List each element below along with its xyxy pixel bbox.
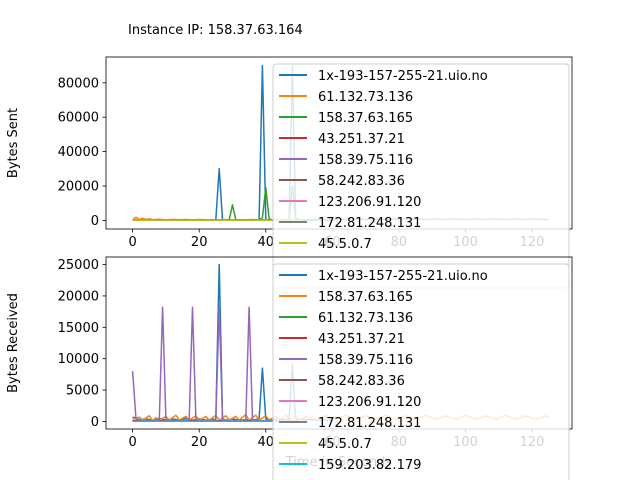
legend-label: 172.81.248.131	[318, 416, 421, 431]
y-axis-label: Bytes Sent	[6, 108, 21, 178]
x-tick-label: 20	[191, 435, 208, 450]
x-tick-label: 20	[191, 235, 208, 250]
y-tick-label: 0	[91, 214, 99, 229]
y-tick-label: 0	[91, 415, 99, 430]
legend-label: 158.37.63.165	[318, 290, 413, 305]
y-tick-label: 40000	[58, 145, 99, 160]
legend-label: 158.39.75.116	[318, 153, 413, 168]
y-tick-label: 15000	[58, 321, 99, 336]
legend-label: 43.251.37.21	[318, 132, 405, 147]
legend-label: 1x-193-157-255-21.uio.no	[318, 69, 488, 84]
legend-label: 43.251.37.21	[318, 332, 405, 347]
legend-label: 123.206.91.120	[318, 395, 421, 410]
bytes-sent-plot: 020406080100120020000400006000080000Byte…	[6, 56, 573, 289]
legend-label: 158.39.75.116	[318, 353, 413, 368]
legend-label: 45.5.0.7	[318, 437, 372, 452]
x-tick-label: 40	[257, 435, 274, 450]
x-tick-label: 0	[128, 435, 136, 450]
legend-label: 58.242.83.36	[318, 374, 405, 389]
y-tick-label: 10000	[58, 352, 99, 367]
legend-box	[272, 263, 570, 480]
y-tick-label: 5000	[66, 384, 99, 399]
legend-label: 123.206.91.120	[318, 195, 421, 210]
legend: 1x-193-157-255-21.uio.no 61.132.73.136 158…	[272, 63, 570, 289]
y-tick-label: 25000	[58, 258, 99, 273]
x-tick-label: 40	[257, 235, 274, 250]
y-tick-label: 60000	[58, 111, 99, 126]
legend-label: 172.81.248.131	[318, 216, 421, 231]
y-tick-label: 20000	[58, 289, 99, 304]
legend-label: 158.37.63.165	[318, 111, 413, 126]
x-tick-label: 0	[128, 235, 136, 250]
legend-label: 159.203.82.179	[318, 458, 421, 473]
legend-label: 45.5.0.7	[318, 237, 372, 252]
legend-label: 58.242.83.36	[318, 174, 405, 189]
y-tick-label: 20000	[58, 180, 99, 195]
legend-label: 61.132.73.136	[318, 311, 413, 326]
bytes-received-plot: 0204060801001200500010000150002000025000…	[6, 256, 573, 480]
legend-label: 1x-193-157-255-21.uio.no	[318, 269, 488, 284]
legend: 1x-193-157-255-21.uio.no 158.37.63.165 61.…	[272, 263, 570, 480]
figure-title: Instance IP: 158.37.63.164	[128, 23, 303, 38]
y-axis-label: Bytes Received	[6, 293, 21, 393]
legend-label: 61.132.73.136	[318, 90, 413, 105]
y-tick-label: 80000	[58, 76, 99, 91]
